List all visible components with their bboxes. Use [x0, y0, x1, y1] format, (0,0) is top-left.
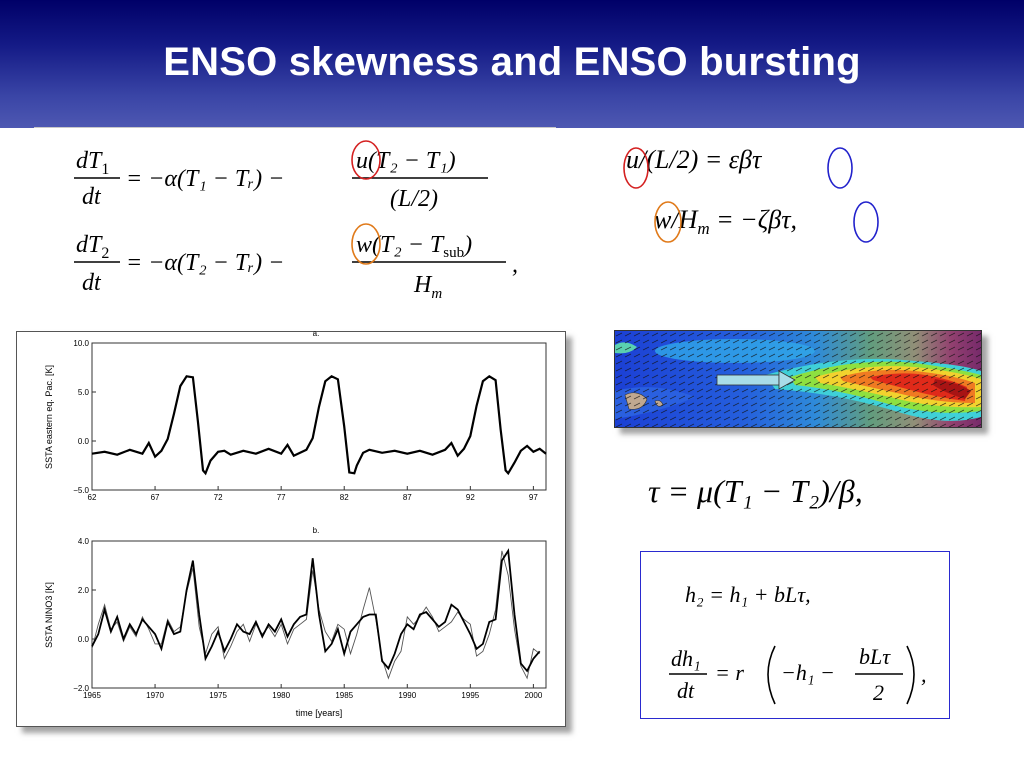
x-tick-label: 82: [340, 493, 349, 502]
eq1-lhs-num: dT1: [76, 148, 109, 178]
sst-map-graphic: [615, 331, 981, 427]
panel-a-series-line: [91, 374, 547, 476]
w-circle-orange: [351, 223, 381, 265]
wind-arrow-head: [778, 370, 796, 390]
y-tick-label: 0.0: [78, 635, 90, 644]
x-tick-label: 1965: [83, 691, 101, 700]
title-bar: [0, 0, 1024, 128]
h2-relation: h₂ = h₁ + bLτ,: [685, 582, 811, 607]
w-relation: w/Hm = −ζβτ,: [654, 205, 797, 238]
x-tick-label: 97: [529, 493, 538, 502]
thermocline-equation-box: [640, 551, 950, 719]
x-tick-label: 72: [214, 493, 223, 502]
eq2-comma: ,: [512, 252, 518, 278]
y-tick-label: −5.0: [73, 486, 89, 495]
figure-frame: [16, 331, 566, 727]
y-tick-label: 5.0: [78, 388, 90, 397]
eq2-numerator: w(T₂ − Tsub): [356, 232, 472, 261]
eq2-rhs: = −α(T₂ − Tᵣ) −: [126, 250, 284, 276]
y-tick-label: 4.0: [78, 537, 90, 546]
tau-relation: τ = μ(T₁ − T₂)/β,: [648, 473, 863, 509]
eq1-denominator: (L/2): [390, 186, 438, 212]
panel-b-series-thick-line: [91, 548, 541, 673]
dh1-frac-num: bLτ: [859, 644, 891, 669]
dh1-inner: −h₁ −: [781, 660, 835, 685]
equation-block-left: dT1 dt = −α(T₁ − Tᵣ) − u(T₂ − T₁) (L/2) …: [74, 140, 518, 302]
panel-b-axes: [91, 540, 547, 689]
u-circle-red-right: [623, 147, 649, 189]
pacific-sst-wind-map: [614, 330, 982, 428]
x-tick-label: 92: [466, 493, 475, 502]
y-tick-label: −2.0: [73, 684, 89, 693]
panel-b-series-thin-line: [91, 550, 540, 680]
y-tick-label: 0.0: [78, 437, 90, 446]
wind-arrow-shaft: [716, 374, 780, 386]
dh1-num: dh₁: [671, 646, 701, 671]
x-tick-label: 1975: [209, 691, 227, 700]
x-tick-label: 87: [403, 493, 412, 502]
panel-b-label: b.: [313, 526, 320, 535]
panel-a-ylabel: SSTA eastern eq. Pac. [K]: [44, 365, 54, 469]
tau-circle-blue-1: [827, 147, 853, 189]
y-tick-label: 2.0: [78, 586, 90, 595]
slide-title: ENSO skewness and ENSO bursting: [163, 40, 861, 84]
dh1-frac-den: 2: [873, 680, 884, 705]
panel-b-ylabel: SSTA NINO3 [K]: [44, 582, 54, 648]
enso-time-series-figure: a. SSTA eastern eq. Pac. [K] 62 67 72 77 82 8…: [44, 331, 547, 718]
dh1-mid: = r: [715, 660, 744, 685]
panel-b-xlabel: time [years]: [296, 708, 343, 718]
panel-a-axes: [91, 342, 547, 491]
eq2-lhs-num: dT2: [76, 232, 109, 262]
x-tick-label: 2000: [524, 691, 542, 700]
divider-line: [34, 127, 556, 128]
eq2-denominator: Hm: [413, 272, 442, 302]
x-tick-label: 67: [151, 493, 160, 502]
tau-equation: τ = μ(T₁ − T₂)/β,: [648, 473, 863, 509]
eq1-rhs: = −α(T₁ − Tᵣ) −: [126, 166, 284, 192]
x-tick-label: 1970: [146, 691, 164, 700]
x-tick-label: 77: [277, 493, 286, 502]
x-tick-label: 1990: [398, 691, 416, 700]
panel-a-label: a.: [313, 331, 320, 338]
x-tick-label: 1980: [272, 691, 290, 700]
u-relation: u/(L/2) = εβτ: [626, 145, 763, 174]
x-tick-label: 1985: [335, 691, 353, 700]
y-tick-label: 10.0: [73, 339, 89, 348]
u-circle-red: [351, 140, 381, 180]
w-circle-orange-right: [654, 201, 682, 243]
x-tick-label: 62: [88, 493, 97, 502]
eq2-lhs-den: dt: [82, 270, 102, 296]
dh1-end: ,: [921, 662, 927, 687]
thermocline-equations: h₂ = h₁ + bLτ, dh₁ dt = r −h₁ − bLτ 2 ,: [669, 582, 927, 705]
tau-circle-blue-2: [853, 201, 879, 243]
equation-block-right: u/(L/2) = εβτ w/Hm = −ζβτ,: [623, 145, 879, 243]
eq1-lhs-den: dt: [82, 184, 102, 210]
dh1-den: dt: [677, 678, 695, 703]
x-tick-label: 1995: [461, 691, 479, 700]
eq1-numerator: u(T₂ − T₁): [356, 148, 456, 174]
